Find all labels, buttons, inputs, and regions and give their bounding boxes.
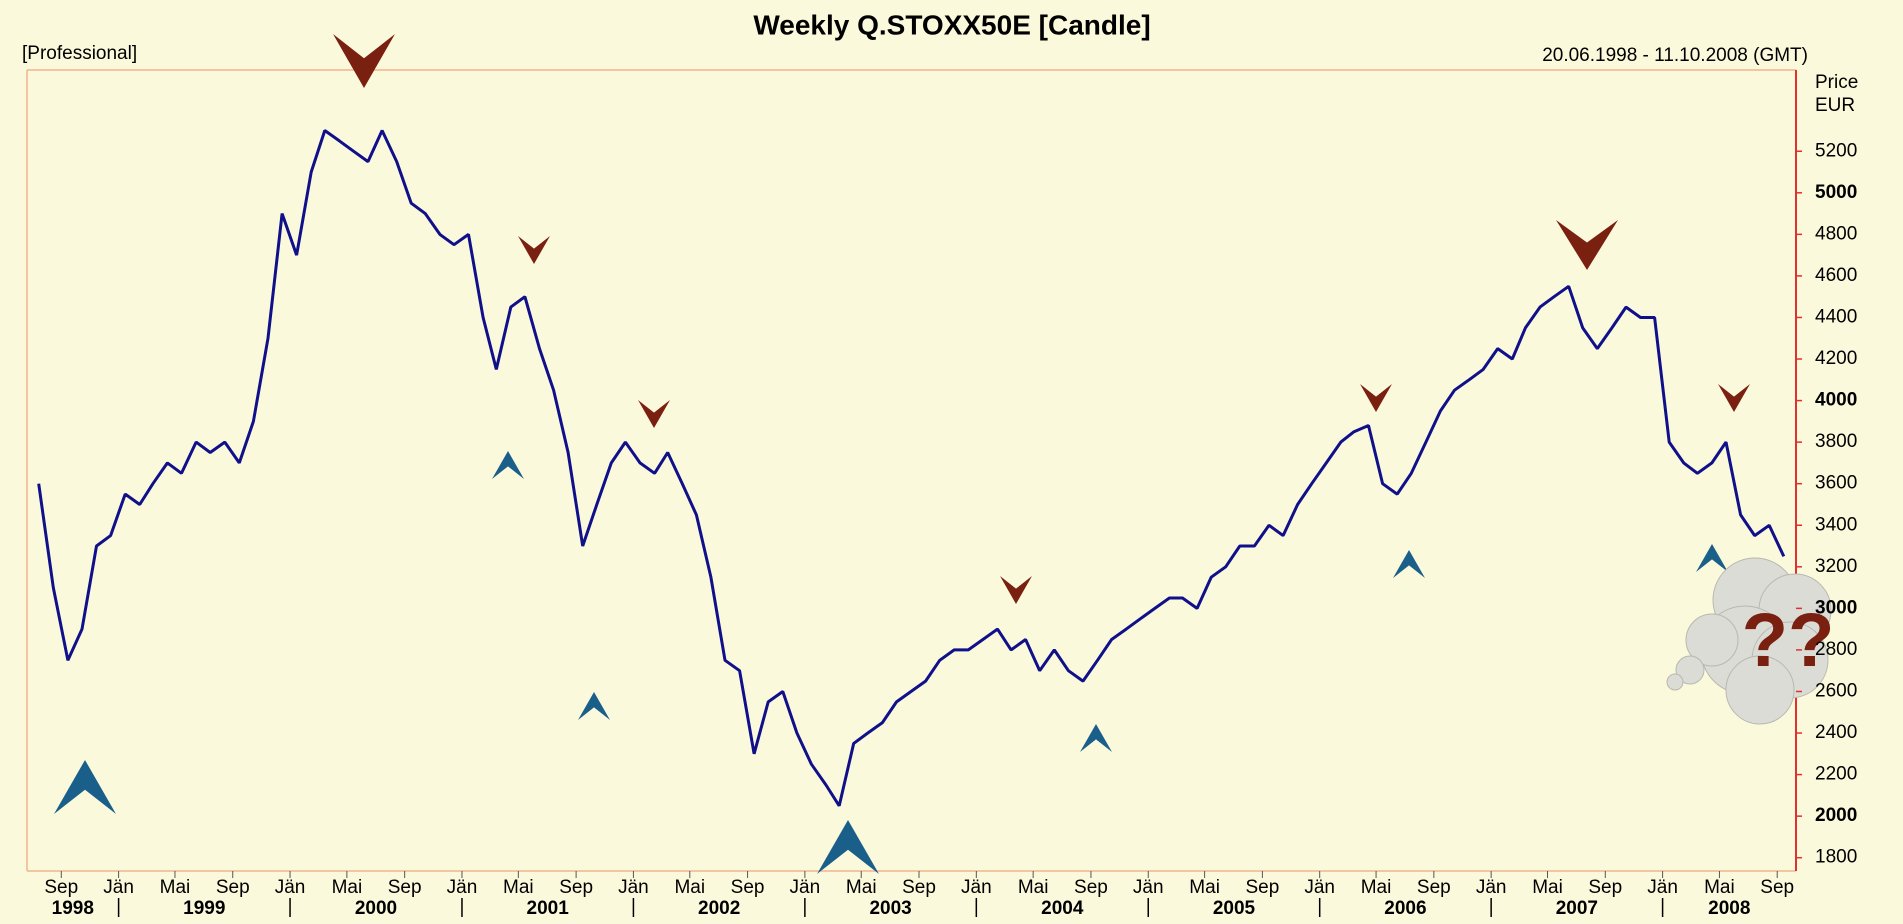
year-label: 2003 <box>869 898 911 919</box>
cloud <box>1666 673 1684 691</box>
up-arrow <box>1393 550 1425 578</box>
annotations: ?? <box>54 34 1834 874</box>
x-tick-label: Sep <box>1245 877 1279 898</box>
y-tick-label: 4600 <box>1815 265 1857 286</box>
y-tick-label: 3000 <box>1815 597 1857 618</box>
x-tick-label: Sep <box>559 877 593 898</box>
year-label: 2005 <box>1213 898 1256 919</box>
y-tick-label: 2000 <box>1815 805 1857 826</box>
x-tick-label: Jän <box>618 877 649 898</box>
x-tick-label: Sep <box>731 877 765 898</box>
x-tick-label: Jän <box>1304 877 1335 898</box>
plot-area <box>37 129 1786 807</box>
down-arrow <box>1360 384 1392 412</box>
year-label: 2008 <box>1708 898 1750 919</box>
y-tick-label: 4800 <box>1815 223 1857 244</box>
x-tick-label: Sep <box>902 877 936 898</box>
year-label: 2007 <box>1556 898 1598 919</box>
down-arrow <box>1000 576 1032 604</box>
y-tick-label: 4400 <box>1815 306 1857 327</box>
x-tick-label: Sep <box>388 877 422 898</box>
chart-title: Weekly Q.STOXX50E [Candle] <box>753 9 1150 40</box>
y-tick-label: 3400 <box>1815 514 1857 535</box>
annotation: ?? <box>1742 598 1835 683</box>
subtitle-right: 20.06.1998 - 11.10.2008 (GMT) <box>1542 45 1808 66</box>
x-tick-label: Sep <box>216 877 250 898</box>
y-tick-label: 4200 <box>1815 348 1857 369</box>
year-label: 2006 <box>1384 898 1426 919</box>
y-tick-label: 3200 <box>1815 556 1857 577</box>
cloud <box>1725 655 1795 725</box>
x-tick-label: Jän <box>275 877 306 898</box>
x-tick-label: Mai <box>332 877 363 898</box>
y-tick-label: 2400 <box>1815 722 1857 743</box>
up-arrow <box>1696 544 1728 572</box>
year-label: 2000 <box>355 898 397 919</box>
x-tick-label: Jän <box>1133 877 1164 898</box>
y-tick-label: 2200 <box>1815 764 1857 785</box>
up-arrow <box>578 692 610 720</box>
y-tick-label: 3800 <box>1815 431 1857 452</box>
cloud <box>1685 613 1739 667</box>
down-arrow <box>1556 220 1618 270</box>
y-tick-label: 5000 <box>1815 182 1857 203</box>
x-tick-label: Mai <box>846 877 877 898</box>
year-label: 2002 <box>698 898 740 919</box>
x-tick-label: Sep <box>1074 877 1108 898</box>
up-arrow <box>492 451 524 479</box>
x-tick-label: Sep <box>44 877 78 898</box>
subtitle-left: [Professional] <box>22 43 137 64</box>
year-label: 1999 <box>183 898 225 919</box>
price-line <box>37 129 1786 807</box>
x-tick-label: Mai <box>1189 877 1220 898</box>
x-tick-label: Jän <box>447 877 478 898</box>
y-tick-label: 2600 <box>1815 680 1857 701</box>
x-tick-label: Mai <box>160 877 191 898</box>
down-arrow <box>518 236 550 264</box>
cloud <box>1675 655 1705 685</box>
x-tick-label: Jän <box>961 877 992 898</box>
y-axis-label: Price <box>1815 72 1858 93</box>
x-tick-label: Jän <box>1476 877 1507 898</box>
y-axis-label: EUR <box>1815 95 1855 116</box>
up-arrow <box>1080 724 1112 752</box>
x-tick-label: Mai <box>674 877 705 898</box>
y-tick-label: 5200 <box>1815 140 1857 161</box>
x-tick-label: Sep <box>1588 877 1622 898</box>
down-arrow <box>1718 384 1750 412</box>
y-tick-label: 4000 <box>1815 390 1857 411</box>
x-tick-label: Mai <box>1704 877 1735 898</box>
x-tick-label: Jän <box>103 877 134 898</box>
up-arrow <box>817 820 879 874</box>
y-tick-label: 1800 <box>1815 847 1857 868</box>
y-tick-label: 2800 <box>1815 639 1857 660</box>
x-tick-label: Sep <box>1417 877 1451 898</box>
up-arrow <box>54 760 116 814</box>
x-tick-label: Mai <box>1532 877 1563 898</box>
x-tick-label: Mai <box>503 877 534 898</box>
down-arrow <box>638 400 670 428</box>
x-tick-label: Jän <box>790 877 821 898</box>
year-label: 1998 <box>52 898 94 919</box>
x-tick-label: Jän <box>1647 877 1678 898</box>
down-arrow <box>333 34 395 88</box>
year-label: 2004 <box>1041 898 1084 919</box>
year-label: 2001 <box>527 898 570 919</box>
x-tick-label: Mai <box>1361 877 1392 898</box>
x-tick-label: Sep <box>1760 877 1794 898</box>
y-tick-label: 3600 <box>1815 473 1857 494</box>
x-tick-label: Mai <box>1018 877 1049 898</box>
